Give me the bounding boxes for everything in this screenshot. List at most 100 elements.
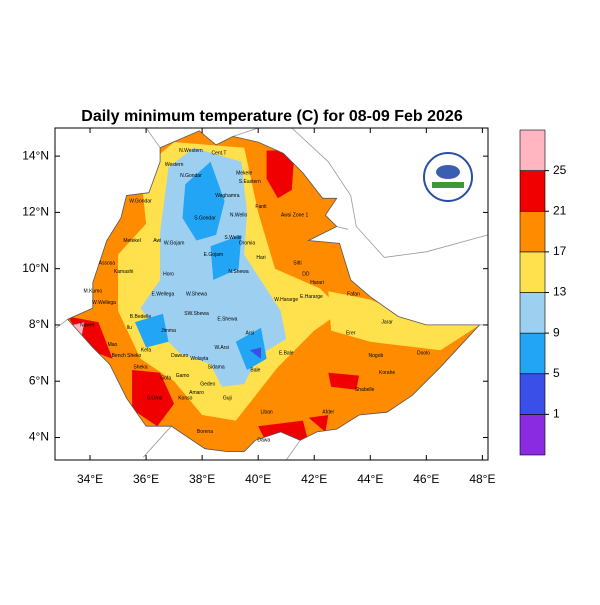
region-label: Bale bbox=[250, 367, 260, 373]
region-label: Metekel bbox=[123, 238, 141, 244]
temperature-zone bbox=[73, 322, 85, 337]
logo-ground bbox=[432, 182, 464, 188]
region-label: Awi bbox=[153, 238, 161, 244]
temperature-zone bbox=[266, 150, 295, 199]
region-label: Nogob bbox=[369, 353, 384, 359]
region-label: N.Wello bbox=[230, 213, 248, 219]
y-tick-label: 4°N bbox=[29, 430, 49, 444]
region-label: Assosa bbox=[99, 260, 116, 266]
region-label: Oromia bbox=[239, 241, 256, 247]
x-tick-label: 34°E bbox=[77, 472, 103, 486]
region-label: DD bbox=[302, 272, 310, 278]
region-label: Korahe bbox=[379, 370, 395, 376]
colorbar-box bbox=[519, 129, 546, 171]
region-label: Kamashi bbox=[114, 269, 133, 275]
region-label: N.Western bbox=[179, 148, 203, 154]
colorbar-box bbox=[519, 332, 546, 375]
temperature-zone bbox=[249, 347, 261, 359]
colorbar-box bbox=[519, 170, 546, 212]
region-label: Kefa bbox=[141, 348, 152, 354]
colorbar-box bbox=[519, 210, 546, 253]
region-label: Cent.T bbox=[211, 151, 226, 157]
region-label: Dawa bbox=[257, 438, 270, 444]
region-label: Bench Sheko bbox=[112, 353, 142, 359]
region-label: Ilu bbox=[127, 325, 133, 331]
region-label: S.Gondar bbox=[194, 215, 216, 221]
region-label: SW.Shewa bbox=[184, 311, 209, 317]
x-tick-label: 38°E bbox=[189, 472, 215, 486]
region-label: Shabelle bbox=[355, 387, 375, 393]
x-tick-label: 40°E bbox=[245, 472, 271, 486]
region-label: Amaro bbox=[189, 390, 204, 396]
region-label: Harari bbox=[310, 280, 324, 286]
region-label: Gamo bbox=[176, 373, 190, 379]
region-label: Jarar bbox=[381, 319, 393, 325]
region-label: E.Wellega bbox=[152, 291, 175, 297]
x-tick-label: 48°E bbox=[469, 472, 495, 486]
colorbar-label: 17 bbox=[553, 244, 567, 258]
region-label: N.Shewa bbox=[228, 269, 249, 275]
region-label: E.Hararge bbox=[300, 294, 323, 300]
region-label: S.Eastern bbox=[239, 179, 261, 185]
region-label: Mao bbox=[108, 342, 118, 348]
colorbar-label: 5 bbox=[553, 366, 560, 380]
region-label: E.Gojam bbox=[204, 252, 223, 258]
region-label: Sidama bbox=[208, 364, 225, 370]
colorbar-box bbox=[519, 373, 546, 415]
colorbar-box bbox=[519, 414, 546, 456]
region-label: B.Bedelle bbox=[130, 314, 152, 320]
y-tick-label: 14°N bbox=[22, 148, 49, 162]
region-label: Sheka bbox=[133, 364, 147, 370]
temperature-zone bbox=[132, 370, 175, 427]
region-label: Arsi bbox=[245, 331, 254, 337]
x-tick-label: 46°E bbox=[413, 472, 439, 486]
temperature-zone bbox=[182, 161, 225, 241]
x-tick-label: 44°E bbox=[357, 472, 383, 486]
neighbour-border bbox=[56, 318, 68, 329]
region-label: M.Kumo bbox=[84, 289, 103, 295]
temperature-zone bbox=[235, 327, 267, 370]
colorbar-label: 1 bbox=[553, 407, 560, 421]
region-label: Guji bbox=[223, 395, 232, 401]
neighbour-border bbox=[143, 425, 172, 458]
country-border bbox=[66, 130, 481, 452]
region-label: E.Bale bbox=[279, 350, 294, 356]
map-title: Daily minimum temperature (C) for 08-09 … bbox=[81, 108, 463, 125]
x-tick-label: 36°E bbox=[133, 472, 159, 486]
colorbar-box bbox=[519, 292, 546, 334]
region-label: Wolayta bbox=[190, 356, 208, 362]
colorbar-label: 9 bbox=[553, 325, 560, 339]
neighbour-border bbox=[336, 226, 348, 230]
colorbar-box bbox=[519, 251, 546, 293]
logo-cloud bbox=[436, 165, 460, 179]
x-tick-label: 42°E bbox=[301, 472, 327, 486]
region-label: Gedeo bbox=[200, 381, 215, 387]
region-label: W.Shewa bbox=[186, 291, 207, 297]
y-tick-label: 12°N bbox=[22, 205, 49, 219]
region-label: E.Shewa bbox=[217, 317, 237, 323]
region-label: W.Arsi bbox=[215, 345, 229, 351]
colorbar-label: 21 bbox=[553, 203, 567, 217]
region-label: Dawuro bbox=[171, 353, 188, 359]
region-label: Mekele bbox=[236, 170, 252, 176]
region-label: S.Wello bbox=[224, 235, 241, 241]
region-label: Horo bbox=[163, 272, 174, 278]
region-label: Western bbox=[165, 162, 184, 168]
region-label: Jimma bbox=[161, 328, 176, 334]
temperature-zone bbox=[134, 313, 169, 348]
temperature-zone bbox=[210, 234, 242, 280]
y-tick-label: 6°N bbox=[29, 373, 49, 387]
neighbour-border bbox=[285, 440, 301, 461]
region-label: Fanti bbox=[255, 204, 266, 210]
region-label: Erer bbox=[346, 331, 356, 337]
region-label: N.Gondar bbox=[180, 173, 202, 179]
region-label: W.Wellega bbox=[92, 300, 116, 306]
temperature-zone bbox=[328, 372, 360, 390]
y-tick-label: 8°N bbox=[29, 317, 49, 331]
region-label: Hari bbox=[256, 255, 265, 261]
temperature-field bbox=[67, 130, 480, 452]
region-label: W.Gondar bbox=[129, 198, 152, 204]
region-label: Sitti bbox=[293, 260, 301, 266]
region-label: Borena bbox=[197, 429, 213, 435]
region-label: Doolo bbox=[417, 350, 430, 356]
